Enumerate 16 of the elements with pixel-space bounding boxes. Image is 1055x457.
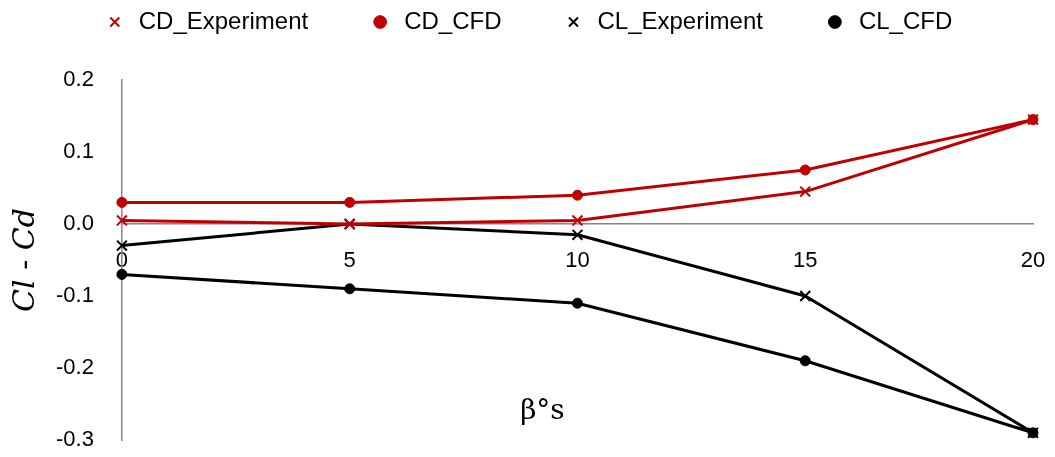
legend-label: CD_CFD [404,6,502,34]
x-tick-label: 20 [1020,247,1046,273]
y-tick-label: -0.3 [55,426,94,452]
legend-label: CL_Experiment [597,6,764,34]
y-tick-label: 0.1 [63,138,94,164]
x-tick-label: 15 [792,247,818,273]
y-tick-label: -0.2 [55,354,94,380]
x-tick-label: 10 [565,247,590,273]
legend-label: CL_CFD [858,6,953,34]
y-axis-title: Cl - Cd [5,208,41,312]
x-axis-title: β°s [520,393,565,427]
y-tick-label: 0.0 [63,210,94,236]
y-tick-label: 0.2 [63,66,94,92]
legend-label: CD_Experiment [138,6,309,34]
x-tick-label: 5 [343,247,356,273]
y-tick-label: -0.1 [55,282,94,308]
